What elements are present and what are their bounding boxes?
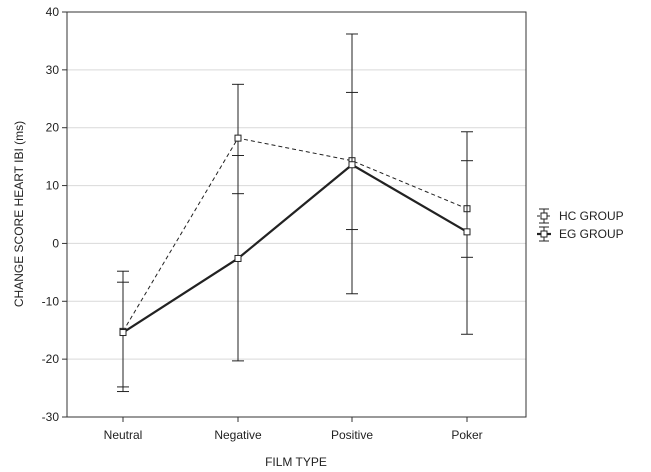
y-tick-label: 30	[46, 63, 60, 77]
y-axis: -30 -20 -10 0 10 20 30 40	[42, 5, 67, 424]
y-tick-label: 0	[52, 236, 59, 250]
legend-item: EG GROUP	[537, 226, 624, 242]
legend-item: HC GROUP	[537, 208, 624, 224]
x-axis-title: FILM TYPE	[265, 455, 327, 469]
y-tick-label: -10	[42, 294, 60, 308]
y-tick-label: -30	[42, 410, 60, 424]
legend-marker	[540, 212, 548, 220]
data-point	[463, 228, 471, 236]
data-point	[119, 329, 127, 337]
y-tick-label: -20	[42, 352, 60, 366]
data-point	[234, 134, 242, 142]
series-layer	[117, 33, 473, 393]
legend-label: HC GROUP	[559, 209, 624, 223]
legend-label: EG GROUP	[559, 227, 624, 241]
series-eg-group	[117, 91, 473, 388]
y-axis-title: CHANGE SCORE HEART IBI (ms)	[12, 121, 26, 307]
x-tick-label: Positive	[331, 428, 373, 442]
x-axis: Neutral Negative Positive Poker	[104, 417, 483, 442]
data-point	[348, 161, 356, 169]
y-tick-label: 40	[46, 5, 60, 19]
y-tick-label: 20	[46, 121, 60, 135]
series-line	[122, 137, 468, 332]
plot-frame	[66, 11, 527, 418]
data-point	[234, 254, 242, 262]
series-line	[122, 163, 468, 334]
x-tick-label: Negative	[214, 428, 262, 442]
gridlines	[67, 69, 526, 360]
x-tick-label: Neutral	[104, 428, 143, 442]
y-tick-label: 10	[46, 179, 60, 193]
legend-marker	[540, 230, 548, 238]
x-tick-label: Poker	[451, 428, 482, 442]
legend: HC GROUP EG GROUP	[537, 208, 624, 242]
